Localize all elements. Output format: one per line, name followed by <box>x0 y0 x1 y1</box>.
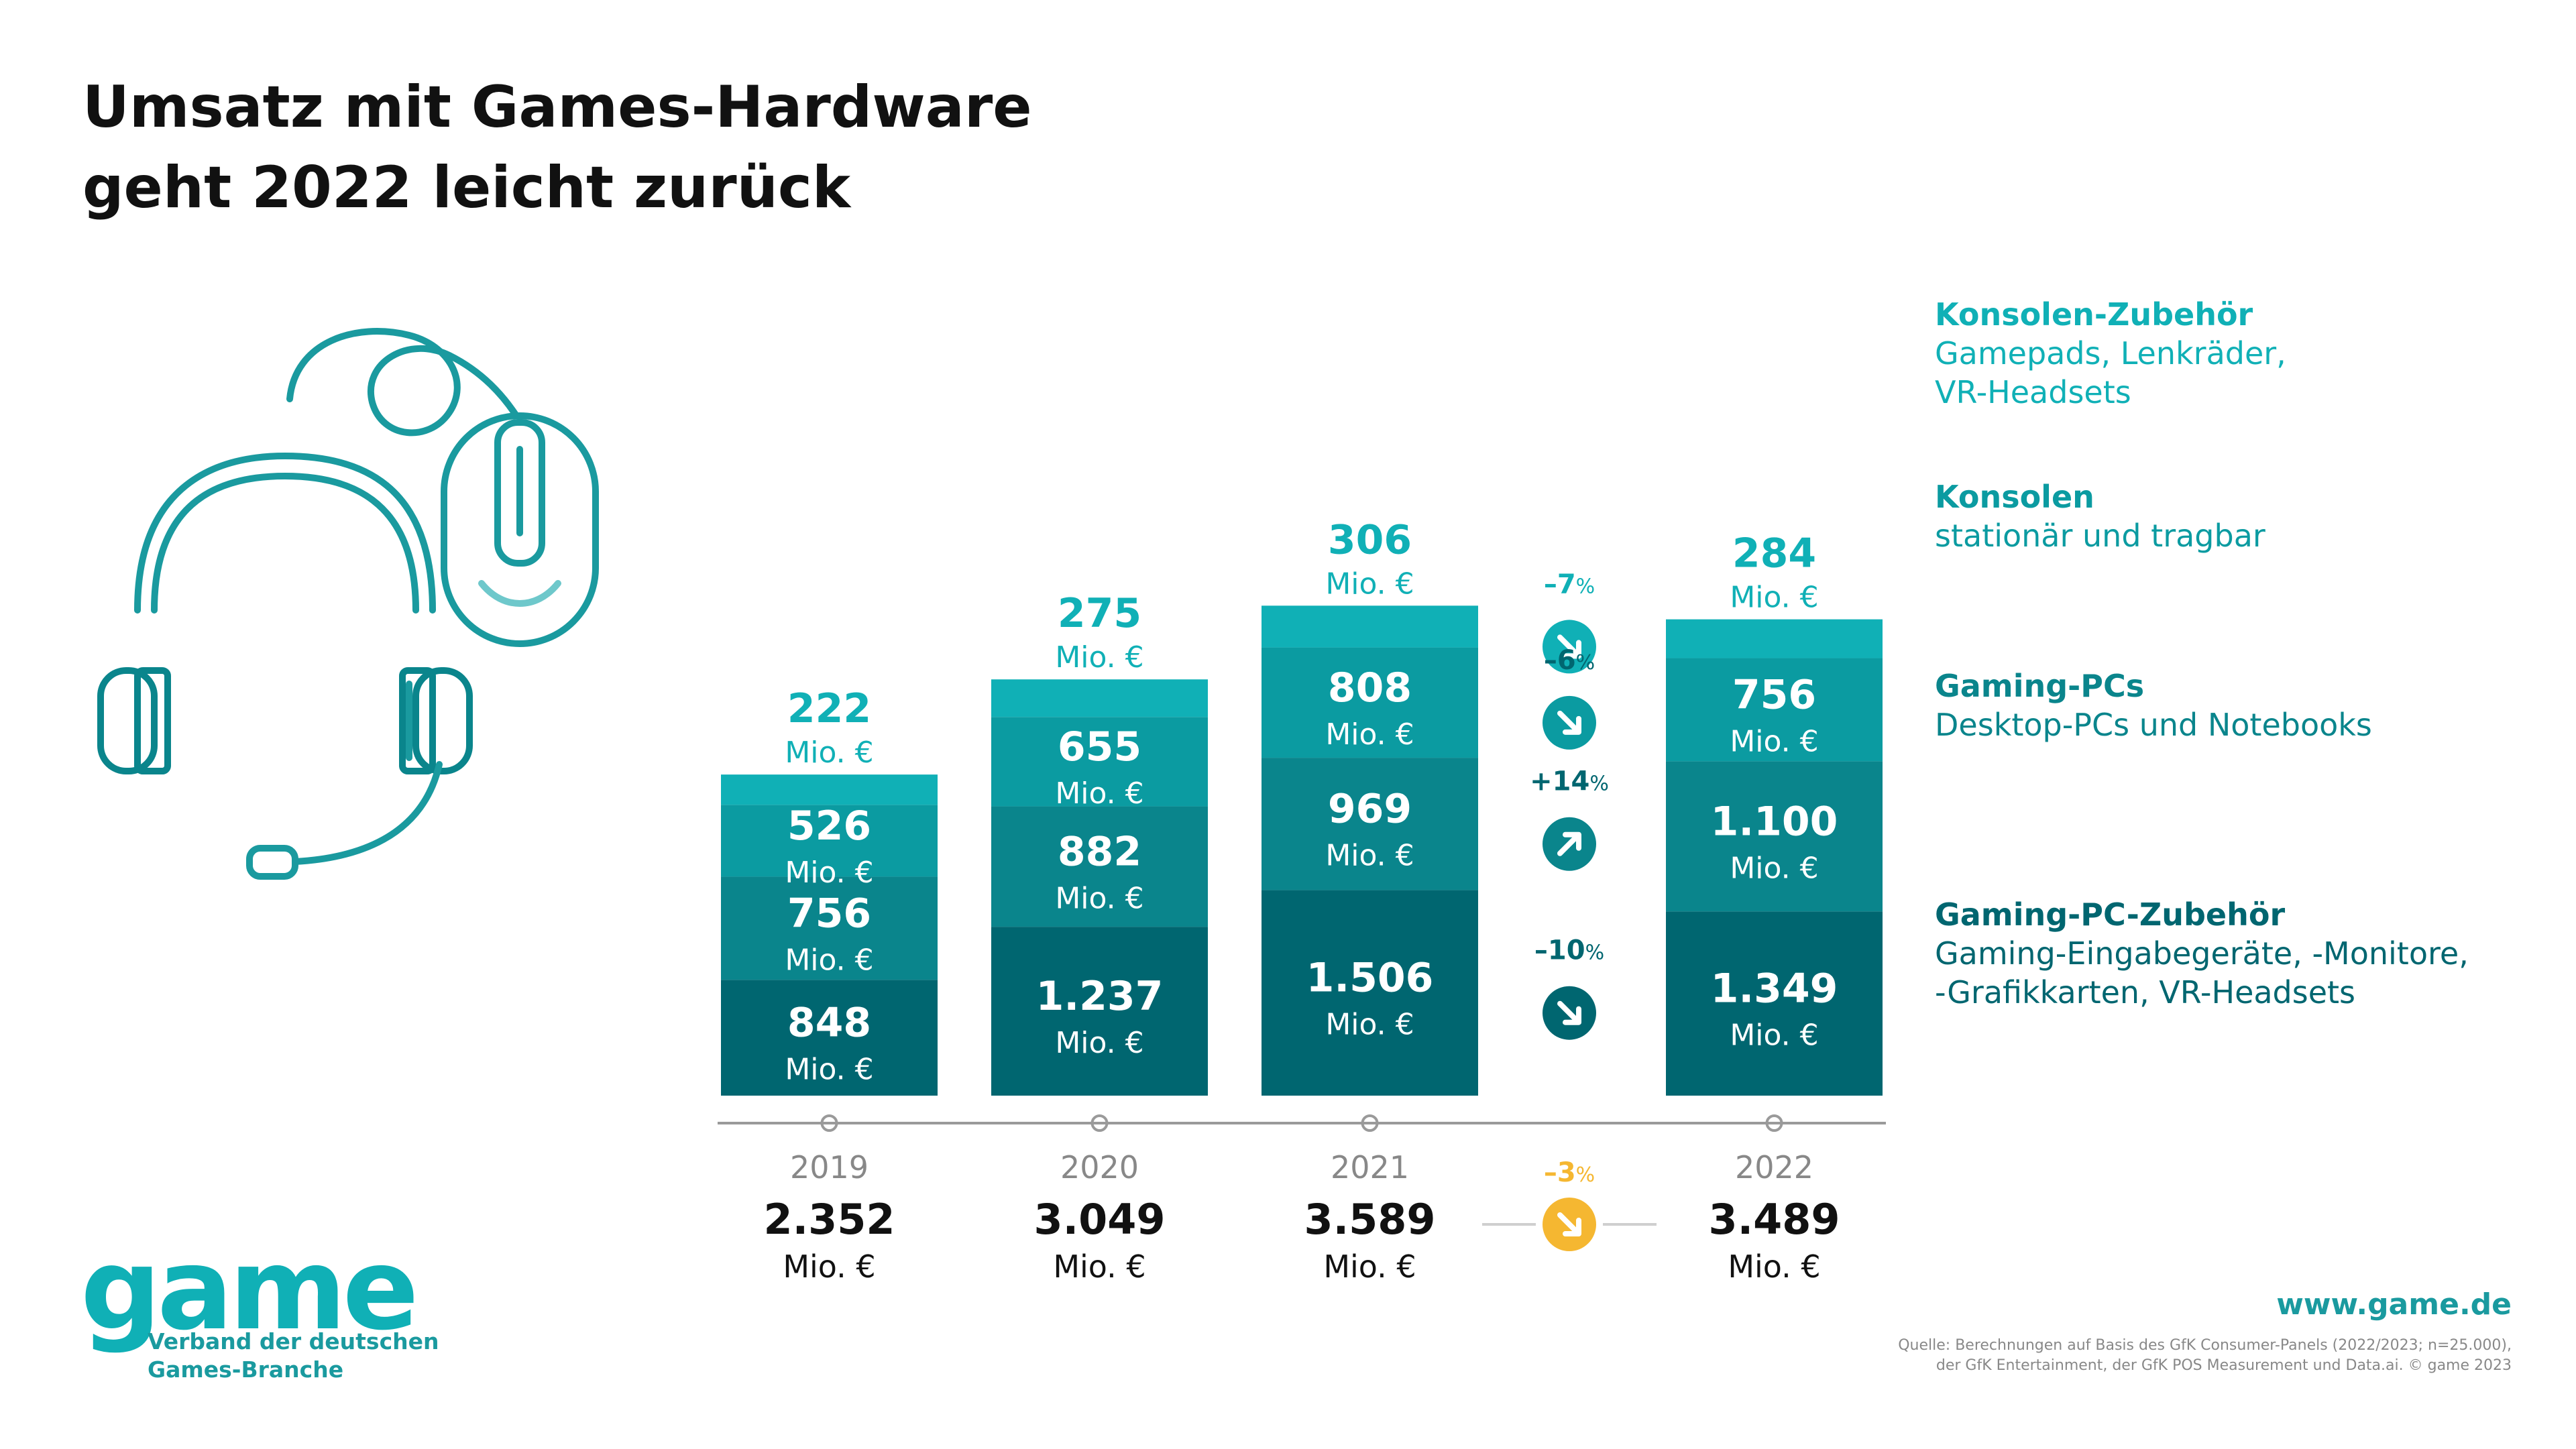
legend-title: Gaming-PC-Zubehör <box>1935 896 2286 933</box>
bar-segment <box>721 876 938 980</box>
bar-segment <box>991 927 1208 1096</box>
total-change-label: –3% <box>1544 1157 1595 1188</box>
change-percent-label: +14% <box>1530 766 1609 797</box>
arrow-icon <box>1557 634 1581 659</box>
logo-subtitle: Verband der deutschen Games-Branche <box>148 1328 439 1384</box>
x-tick-label: 2021 <box>1331 1149 1409 1185</box>
legend-konsolen: Konsolen stationär und tragbar <box>1935 477 2538 555</box>
segment-value-label: 969 <box>1328 786 1412 833</box>
segment-value-label: 1.349 <box>1711 966 1838 1012</box>
source-line-2: der GfK Entertainment, der GfK POS Measu… <box>1936 1357 2512 1374</box>
title-line-1: Umsatz mit Games-Hardware <box>82 74 1032 141</box>
bar-segment <box>1666 761 1883 912</box>
total-value-label: 2.352 <box>763 1195 895 1244</box>
legend-sub: stationär und tragbar <box>1935 518 2265 554</box>
segment-value-label: 882 <box>1058 828 1141 875</box>
total-unit-label: Mio. € <box>1053 1249 1145 1285</box>
legend-title: Gaming-PCs <box>1935 668 2145 704</box>
segment-unit-label: Mio. € <box>1325 717 1414 752</box>
segment-unit-label: Mio. € <box>1325 839 1414 873</box>
total-value-label: 3.489 <box>1708 1195 1840 1244</box>
headset-icon <box>97 453 473 880</box>
segment-value-label: 275 <box>1058 590 1141 637</box>
segment-value-label: 284 <box>1732 530 1816 577</box>
arrow-icon <box>1557 1000 1581 1025</box>
bar-segment <box>721 980 938 1096</box>
segment-unit-label: Mio. € <box>1730 851 1818 885</box>
total-value-label: 3.049 <box>1033 1195 1165 1244</box>
legend-sub: VR-Headsets <box>1935 374 2131 410</box>
bar-segment <box>991 679 1208 717</box>
segment-unit-label: Mio. € <box>785 736 873 770</box>
segment-unit-label: Mio. € <box>1055 1026 1143 1060</box>
bar-segment <box>1262 890 1478 1096</box>
segment-value-label: 1.100 <box>1711 798 1838 845</box>
game-logo: game <box>80 1224 419 1355</box>
segment-unit-label: Mio. € <box>785 1053 873 1087</box>
bar-segment <box>721 805 938 877</box>
website-link[interactable]: www.game.de <box>2276 1287 2512 1322</box>
segment-value-label: 306 <box>1328 516 1412 563</box>
change-percent-label: –6% <box>1544 645 1595 676</box>
title-line-2: geht 2022 leicht zurück <box>82 154 851 221</box>
total-unit-label: Mio. € <box>783 1249 875 1285</box>
legend-title: Konsolen-Zubehör <box>1935 296 2253 333</box>
arrow-icon <box>1557 710 1581 735</box>
legend-sub: Gaming-Eingabegeräte, -Monitore, <box>1935 935 2469 972</box>
total-unit-label: Mio. € <box>1323 1249 1416 1285</box>
x-tick-label: 2020 <box>1060 1149 1139 1185</box>
segment-value-label: 848 <box>787 1000 871 1047</box>
segment-value-label: 1.237 <box>1036 973 1164 1020</box>
bar-segment <box>1262 758 1478 890</box>
x-tick-label: 2019 <box>790 1149 869 1185</box>
segment-unit-label: Mio. € <box>1730 581 1818 615</box>
source-line-1: Quelle: Berechnungen auf Basis des GfK C… <box>1898 1337 2512 1354</box>
segment-value-label: 756 <box>787 890 871 937</box>
logo-subtitle-line-2: Games-Branche <box>148 1356 344 1383</box>
bar-segment <box>1666 911 1883 1096</box>
legend-konsolen-zubehoer: Konsolen-Zubehör Gamepads, Lenkräder, VR… <box>1935 295 2538 412</box>
bar-segment <box>1666 658 1883 762</box>
total-unit-label: Mio. € <box>1728 1249 1820 1285</box>
x-tick-label: 2022 <box>1735 1149 1813 1185</box>
segment-value-label: 222 <box>787 685 871 732</box>
segment-value-label: 756 <box>1732 671 1816 718</box>
bar-segment <box>991 806 1208 927</box>
bar-segment <box>721 774 938 805</box>
headset-and-mouse-icon <box>97 328 599 880</box>
segment-unit-label: Mio. € <box>1055 640 1143 675</box>
segment-value-label: 1.506 <box>1306 955 1434 1002</box>
segment-unit-label: Mio. € <box>785 856 873 890</box>
segment-unit-label: Mio. € <box>785 943 873 977</box>
segment-unit-label: Mio. € <box>1730 1019 1818 1053</box>
mouse-icon <box>286 328 599 647</box>
total-value-label: 3.589 <box>1304 1195 1435 1244</box>
segment-unit-label: Mio. € <box>1325 567 1414 601</box>
source-note: Quelle: Berechnungen auf Basis des GfK C… <box>1640 1336 2512 1376</box>
logo-subtitle-line-1: Verband der deutschen <box>148 1328 439 1354</box>
bar-segment <box>1666 619 1883 658</box>
arrow-icon <box>1557 1212 1581 1236</box>
page-title: Umsatz mit Games-Hardware geht 2022 leic… <box>82 67 1032 228</box>
segment-unit-label: Mio. € <box>1325 1008 1414 1042</box>
change-percent-label: –7% <box>1544 569 1595 599</box>
bar-segment <box>1262 605 1478 648</box>
bar-segment <box>991 717 1208 807</box>
legend-title: Konsolen <box>1935 479 2094 515</box>
arrow-icon <box>1557 831 1581 856</box>
legend-gaming-pcs: Gaming-PCs Desktop-PCs und Notebooks <box>1935 666 2538 744</box>
legend-sub: -Grafikkarten, VR-Headsets <box>1935 974 2356 1010</box>
legend-gaming-pc-zubehoer: Gaming-PC-Zubehör Gaming-Eingabegeräte, … <box>1935 895 2538 1012</box>
segment-value-label: 808 <box>1328 664 1412 711</box>
segment-value-label: 655 <box>1058 723 1141 770</box>
legend-sub: Gamepads, Lenkräder, <box>1935 335 2286 371</box>
change-percent-label: –10% <box>1534 935 1604 966</box>
segment-value-label: 526 <box>787 803 871 850</box>
segment-unit-label: Mio. € <box>1055 881 1143 915</box>
segment-unit-label: Mio. € <box>1730 724 1818 758</box>
segment-unit-label: Mio. € <box>1055 776 1143 811</box>
bar-segment <box>1262 647 1478 758</box>
legend-sub: Desktop-PCs und Notebooks <box>1935 707 2372 743</box>
